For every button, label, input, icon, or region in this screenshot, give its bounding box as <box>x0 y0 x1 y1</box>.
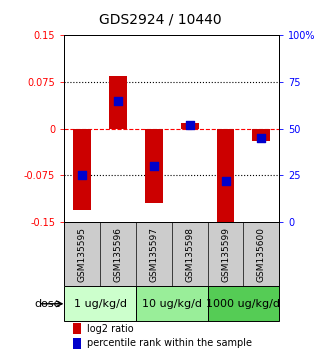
Point <box>259 135 264 141</box>
Text: 1 ug/kg/d: 1 ug/kg/d <box>74 299 126 309</box>
Text: GSM135598: GSM135598 <box>185 227 194 282</box>
Point <box>80 173 85 178</box>
Bar <box>208 286 279 321</box>
Text: percentile rank within the sample: percentile rank within the sample <box>87 338 252 348</box>
Point <box>151 163 156 169</box>
Text: dose: dose <box>34 299 61 309</box>
Text: log2 ratio: log2 ratio <box>87 324 134 334</box>
Text: GSM135597: GSM135597 <box>149 227 158 282</box>
Text: 10 ug/kg/d: 10 ug/kg/d <box>142 299 202 309</box>
Text: GDS2924 / 10440: GDS2924 / 10440 <box>99 12 222 27</box>
Bar <box>217 129 234 225</box>
Point <box>187 122 192 128</box>
Text: GSM135599: GSM135599 <box>221 227 230 282</box>
Point <box>223 178 228 184</box>
Text: 1000 ug/kg/d: 1000 ug/kg/d <box>206 299 281 309</box>
Bar <box>73 129 91 210</box>
Bar <box>73 338 81 349</box>
Bar <box>145 129 163 204</box>
Point <box>116 98 121 104</box>
Text: GSM135595: GSM135595 <box>78 227 87 282</box>
Text: GSM135596: GSM135596 <box>113 227 123 282</box>
Bar <box>252 129 270 141</box>
Bar <box>181 122 199 129</box>
Bar <box>136 286 208 321</box>
Bar <box>73 323 81 335</box>
Text: GSM135600: GSM135600 <box>257 227 266 282</box>
Bar <box>109 76 127 129</box>
Bar <box>64 286 136 321</box>
